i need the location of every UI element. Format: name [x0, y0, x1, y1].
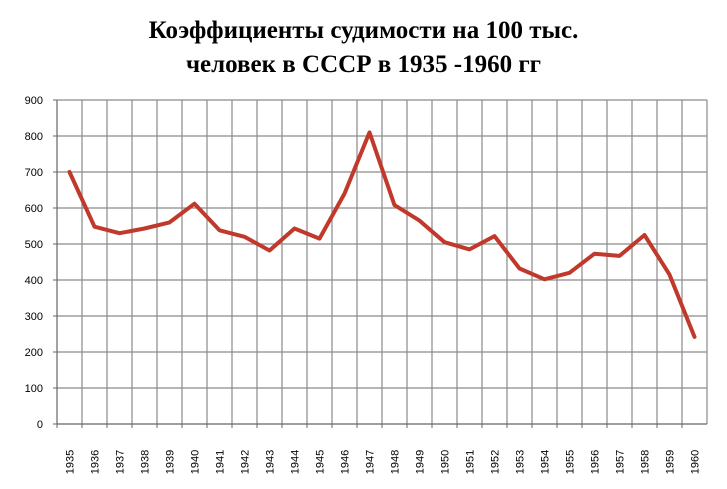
y-tick-label: 900	[25, 95, 43, 107]
x-tick-label: 1952	[490, 450, 502, 474]
x-tick-label: 1944	[290, 450, 302, 474]
y-axis-tick-labels: 0 100 200 300 400 500 600 700 800 900	[25, 95, 43, 431]
axes	[56, 100, 707, 428]
y-tick-label: 500	[25, 239, 43, 251]
y-tick-label: 200	[25, 347, 43, 359]
y-tick-label: 0	[37, 419, 43, 431]
x-tick-label: 1939	[165, 450, 177, 474]
x-tick-label: 1947	[365, 450, 377, 474]
x-tick-label: 1943	[265, 450, 277, 474]
x-tick-label: 1942	[240, 450, 252, 474]
y-tick-label: 300	[25, 311, 43, 323]
x-tick-label: 1950	[440, 450, 452, 474]
y-tick-label: 800	[25, 131, 43, 143]
x-tick-label: 1936	[90, 450, 102, 474]
x-tick-label: 1960	[690, 450, 702, 474]
x-tick-label: 1938	[140, 450, 152, 474]
x-tick-label: 1949	[415, 450, 427, 474]
x-tick-label: 1951	[465, 450, 477, 474]
y-tick-label: 700	[25, 167, 43, 179]
horizontal-gridlines	[53, 99, 707, 425]
y-tick-label: 100	[25, 383, 43, 395]
x-tick-label: 1958	[640, 450, 652, 474]
x-tick-label: 1954	[540, 450, 552, 474]
x-tick-label: 1959	[665, 450, 677, 474]
x-tick-label: 1937	[115, 450, 127, 474]
x-tick-label: 1945	[315, 450, 327, 474]
x-tick-label: 1941	[215, 450, 227, 474]
x-tick-label: 1935	[65, 450, 77, 474]
x-tick-label: 1946	[340, 450, 352, 474]
x-axis-tick-labels: 1935 1936 1937 1938 1939 1940 1941 1942 1943 1944…	[65, 450, 702, 474]
y-tick-label: 600	[25, 203, 43, 215]
x-tick-label: 1956	[590, 450, 602, 474]
x-tick-label: 1955	[565, 450, 577, 474]
series-line	[67, 130, 697, 339]
vertical-gridlines	[81, 100, 708, 424]
x-tick-label: 1940	[190, 450, 202, 474]
chart-title-line-2: человек в СССР в 1935 -1960 гг	[185, 51, 542, 78]
data-series	[67, 130, 697, 339]
y-tick-label: 400	[25, 275, 43, 287]
x-tick-label: 1953	[515, 450, 527, 474]
x-tick-label: 1948	[390, 450, 402, 474]
chart-title: Коэффициенты судимости на 100 тыс. челов…	[0, 14, 727, 82]
chart-title-line-1: Коэффициенты судимости на 100 тыс.	[148, 17, 579, 44]
x-tick-label: 1957	[615, 450, 627, 474]
